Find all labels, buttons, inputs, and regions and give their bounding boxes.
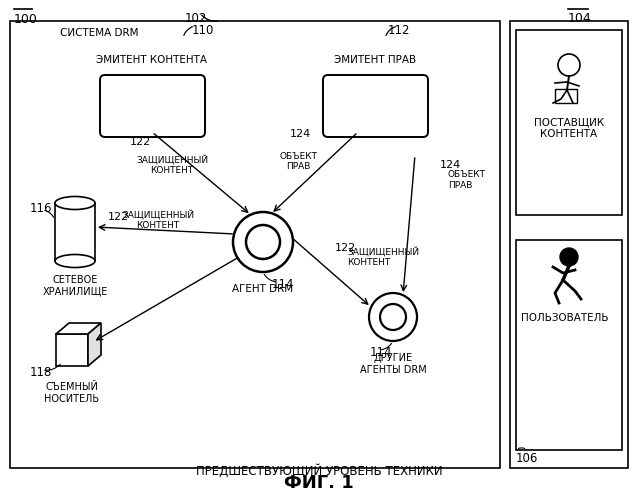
Text: 114: 114 <box>272 278 295 291</box>
Bar <box>510 21 628 468</box>
Text: ОБЪЕКТ
ПРАВ: ОБЪЕКТ ПРАВ <box>448 170 486 190</box>
Polygon shape <box>88 323 101 366</box>
Circle shape <box>246 225 280 259</box>
Text: 106: 106 <box>516 452 538 465</box>
Text: 118: 118 <box>30 366 52 378</box>
Text: 122: 122 <box>107 212 129 222</box>
Circle shape <box>560 248 578 266</box>
Ellipse shape <box>55 254 95 268</box>
Text: ЗАЩИЩЕННЫЙ
КОНТЕНТ: ЗАЩИЩЕННЫЙ КОНТЕНТ <box>136 155 208 176</box>
Text: 116: 116 <box>30 202 52 214</box>
Circle shape <box>233 212 293 272</box>
Text: 124: 124 <box>290 129 311 139</box>
Text: ПРЕДШЕСТВУЮЩИЙ УРОВЕНЬ ТЕХНИКИ: ПРЕДШЕСТВУЮЩИЙ УРОВЕНЬ ТЕХНИКИ <box>196 464 442 478</box>
Text: ЗАЩИЩЕННЫЙ
КОНТЕНТ: ЗАЩИЩЕННЫЙ КОНТЕНТ <box>122 210 194 230</box>
Text: 114: 114 <box>370 346 392 358</box>
Circle shape <box>380 304 406 330</box>
Text: 104: 104 <box>568 12 592 25</box>
Text: 102: 102 <box>185 12 207 25</box>
Text: 122: 122 <box>130 137 151 147</box>
Bar <box>10 21 500 468</box>
FancyBboxPatch shape <box>323 75 428 137</box>
Text: ПОСТАВЩИК
КОНТЕНТА: ПОСТАВЩИК КОНТЕНТА <box>534 117 604 138</box>
Bar <box>56 334 88 366</box>
Bar <box>555 89 577 103</box>
Ellipse shape <box>55 196 95 209</box>
Text: АГЕНТ DRM: АГЕНТ DRM <box>232 284 293 294</box>
Polygon shape <box>56 323 101 334</box>
Text: 110: 110 <box>192 24 214 37</box>
Text: СЕТЕВОЕ
ХРАНИЛИЩЕ: СЕТЕВОЕ ХРАНИЛИЩЕ <box>42 275 108 296</box>
Bar <box>516 30 622 215</box>
Text: ФИГ. 1: ФИГ. 1 <box>284 474 354 492</box>
Text: ОБЪЕКТ
ПРАВ: ОБЪЕКТ ПРАВ <box>279 152 317 172</box>
Text: 122: 122 <box>335 243 356 253</box>
Text: 100: 100 <box>14 13 38 26</box>
Text: ДРУГИЕ
АГЕНТЫ DRM: ДРУГИЕ АГЕНТЫ DRM <box>360 353 426 374</box>
Text: СЪЕМНЫЙ
НОСИТЕЛЬ: СЪЕМНЫЙ НОСИТЕЛЬ <box>45 382 100 404</box>
Text: 112: 112 <box>388 24 410 37</box>
Text: ЭМИТЕНТ КОНТЕНТА: ЭМИТЕНТ КОНТЕНТА <box>96 55 207 65</box>
Circle shape <box>369 293 417 341</box>
Text: ЗАЩИЩЕННЫЙ
КОНТЕНТ: ЗАЩИЩЕННЫЙ КОНТЕНТ <box>347 247 419 267</box>
Bar <box>516 240 622 450</box>
FancyBboxPatch shape <box>100 75 205 137</box>
Text: ЭМИТЕНТ ПРАВ: ЭМИТЕНТ ПРАВ <box>334 55 416 65</box>
Text: 124: 124 <box>440 160 461 170</box>
Text: ПОЛЬЗОВАТЕЛЬ: ПОЛЬЗОВАТЕЛЬ <box>521 313 609 323</box>
Text: СИСТЕМА DRM: СИСТЕМА DRM <box>60 28 138 38</box>
